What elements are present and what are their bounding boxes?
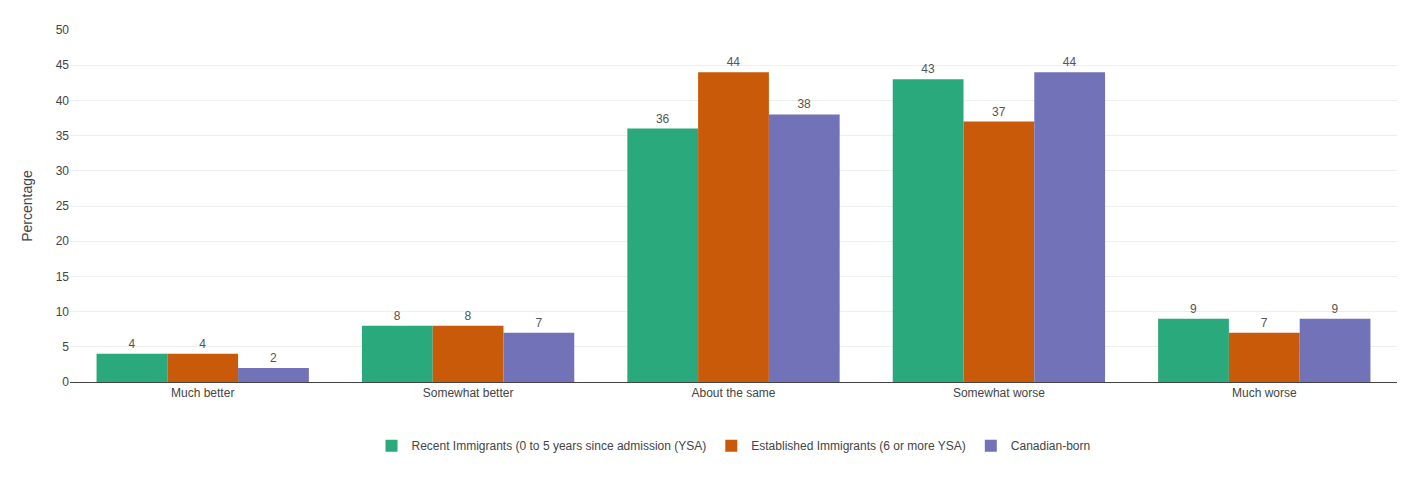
svg-text:Much better: Much better [171, 386, 234, 400]
svg-text:4: 4 [128, 337, 135, 351]
svg-text:Established Immigrants (6 or m: Established Immigrants (6 or more YSA) [751, 439, 966, 453]
svg-text:9: 9 [1190, 302, 1197, 316]
svg-text:Somewhat better: Somewhat better [423, 386, 514, 400]
svg-text:8: 8 [394, 309, 401, 323]
svg-text:45: 45 [56, 58, 70, 72]
svg-text:44: 44 [1063, 55, 1077, 69]
svg-text:50: 50 [56, 23, 70, 37]
svg-text:35: 35 [56, 129, 70, 143]
svg-text:0: 0 [62, 375, 69, 389]
svg-text:Somewhat worse: Somewhat worse [953, 386, 1045, 400]
svg-text:20: 20 [56, 234, 70, 248]
svg-text:About the same: About the same [691, 386, 775, 400]
svg-text:25: 25 [56, 199, 70, 213]
svg-text:Recent Immigrants (0 to 5 year: Recent Immigrants (0 to 5 years since ad… [412, 439, 707, 453]
svg-text:7: 7 [535, 316, 542, 330]
svg-text:5: 5 [62, 340, 69, 354]
svg-text:7: 7 [1261, 316, 1268, 330]
svg-text:9: 9 [1332, 302, 1339, 316]
svg-text:44: 44 [727, 55, 741, 69]
svg-text:10: 10 [56, 305, 70, 319]
svg-text:43: 43 [921, 62, 935, 76]
svg-text:38: 38 [797, 97, 811, 111]
svg-text:30: 30 [56, 164, 70, 178]
svg-text:Canadian-born: Canadian-born [1011, 439, 1090, 453]
svg-text:8: 8 [465, 309, 472, 323]
svg-text:36: 36 [656, 112, 670, 126]
svg-text:Percentage: Percentage [19, 170, 35, 242]
svg-text:Much worse: Much worse [1232, 386, 1297, 400]
svg-text:37: 37 [992, 105, 1006, 119]
svg-text:2: 2 [270, 351, 277, 365]
svg-text:15: 15 [56, 270, 70, 284]
svg-text:4: 4 [199, 337, 206, 351]
svg-text:40: 40 [56, 94, 70, 108]
